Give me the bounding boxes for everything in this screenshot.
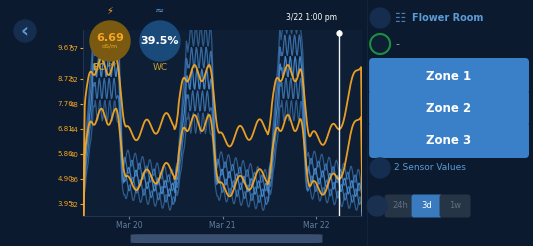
Text: 24h: 24h: [392, 201, 408, 211]
Circle shape: [367, 196, 387, 216]
FancyBboxPatch shape: [369, 90, 529, 126]
Text: WC: WC: [152, 63, 167, 72]
Text: -: -: [395, 39, 399, 49]
Text: 6.69: 6.69: [96, 33, 124, 43]
Text: 1w: 1w: [449, 201, 461, 211]
FancyBboxPatch shape: [369, 122, 529, 158]
Text: Zone 2: Zone 2: [426, 102, 472, 114]
Text: ∼: ∼: [375, 162, 385, 174]
Text: 3/22 1:00 pm: 3/22 1:00 pm: [286, 13, 337, 22]
FancyBboxPatch shape: [411, 195, 442, 217]
Text: 7.76: 7.76: [58, 101, 74, 107]
Text: Zone 1: Zone 1: [426, 70, 472, 82]
Text: pw: pw: [107, 62, 116, 67]
Text: 3.95: 3.95: [58, 201, 74, 207]
Text: ⚡: ⚡: [107, 6, 114, 16]
Text: 39.5%: 39.5%: [141, 36, 179, 46]
Text: ⚙: ⚙: [372, 201, 382, 211]
Text: 9.67: 9.67: [58, 45, 74, 51]
Text: 8.72: 8.72: [58, 76, 74, 82]
Text: Flower Room: Flower Room: [412, 13, 483, 23]
Text: ☷: ☷: [394, 12, 406, 25]
Circle shape: [370, 34, 390, 54]
Text: EC: EC: [92, 63, 105, 72]
Text: 4.90: 4.90: [58, 176, 74, 182]
Text: ‹: ‹: [21, 21, 29, 41]
FancyBboxPatch shape: [131, 234, 322, 243]
Text: 3d: 3d: [422, 201, 432, 211]
Text: 5.86: 5.86: [58, 151, 74, 157]
Text: ≈: ≈: [155, 6, 165, 16]
Text: dS/m: dS/m: [102, 44, 118, 48]
FancyBboxPatch shape: [369, 58, 529, 94]
Text: Zone 3: Zone 3: [426, 134, 472, 147]
Circle shape: [370, 158, 390, 178]
FancyBboxPatch shape: [385, 195, 416, 217]
Text: ›: ›: [377, 9, 384, 27]
Circle shape: [140, 21, 180, 61]
Circle shape: [14, 20, 36, 42]
Text: 2 Sensor Values: 2 Sensor Values: [394, 164, 466, 172]
Circle shape: [370, 8, 390, 28]
Circle shape: [90, 21, 130, 61]
Text: 6.81: 6.81: [58, 126, 74, 132]
FancyBboxPatch shape: [440, 195, 471, 217]
Text: ↻: ↻: [376, 39, 384, 49]
